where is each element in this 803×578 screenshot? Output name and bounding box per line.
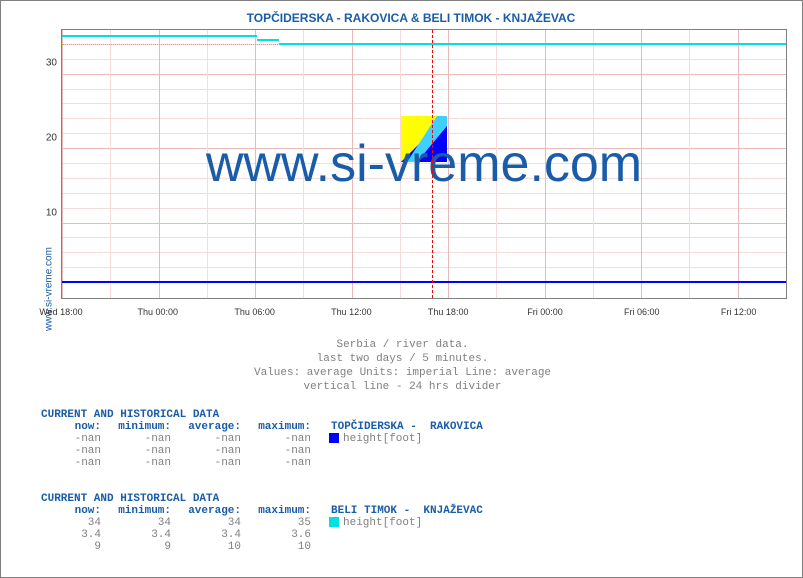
series-segment: [279, 43, 786, 45]
table-row: -nan-nan-nan-nan: [41, 457, 483, 469]
column-header: minimum:: [101, 505, 171, 517]
x-tick: Thu 00:00: [138, 307, 179, 317]
caption-line-3: Values: average Units: imperial Line: av…: [1, 367, 803, 379]
y-tick: 20: [31, 133, 57, 144]
column-header: average:: [171, 421, 241, 433]
legend-swatch: [329, 517, 339, 527]
data-block: CURRENT AND HISTORICAL DATAnow:minimum:a…: [41, 409, 483, 469]
cell: -nan: [171, 445, 241, 457]
column-header: average:: [171, 505, 241, 517]
data-block: CURRENT AND HISTORICAL DATAnow:minimum:a…: [41, 493, 483, 553]
cell: 10: [171, 541, 241, 553]
x-tick: Thu 18:00: [428, 307, 469, 317]
cell: 9: [101, 541, 171, 553]
chart-title: TOPČIDERSKA - RAKOVICA & BELI TIMOK - KN…: [31, 11, 791, 25]
data-heading: CURRENT AND HISTORICAL DATA: [41, 409, 483, 421]
table-row: -nan-nan-nan-nan: [41, 445, 483, 457]
caption-line-1: Serbia / river data.: [1, 339, 803, 351]
legend-label: height[foot]: [343, 517, 422, 529]
cell: -nan: [171, 457, 241, 469]
cell: 3.4: [101, 529, 171, 541]
y-tick: 30: [31, 58, 57, 69]
cell: -nan: [171, 433, 241, 445]
series-segment: [62, 281, 786, 283]
station-name: TOPČIDERSKA - RAKOVICA: [331, 421, 483, 433]
cell: 35: [241, 517, 311, 529]
series-segment: [257, 39, 279, 41]
cell: 10: [241, 541, 311, 553]
y-tick: 10: [31, 208, 57, 219]
x-tick: Thu 12:00: [331, 307, 372, 317]
cell: -nan: [241, 457, 311, 469]
legend-label: height[foot]: [343, 433, 422, 445]
series-segment: [62, 35, 257, 37]
caption-line-4: vertical line - 24 hrs divider: [1, 381, 803, 393]
cell: -nan: [241, 445, 311, 457]
cell: 3.4: [41, 529, 101, 541]
x-tick: Fri 00:00: [527, 307, 563, 317]
x-tick: Wed 18:00: [39, 307, 82, 317]
x-tick: Thu 06:00: [234, 307, 275, 317]
cell: 34: [41, 517, 101, 529]
column-header: maximum:: [241, 505, 311, 517]
x-tick: Fri 12:00: [721, 307, 757, 317]
cell: 34: [101, 517, 171, 529]
table-row: 34343435height[foot]: [41, 517, 483, 529]
column-header: minimum:: [101, 421, 171, 433]
cell: 9: [41, 541, 101, 553]
station-name: BELI TIMOK - KNJAŽEVAC: [331, 505, 483, 517]
cell: 34: [171, 517, 241, 529]
data-heading: CURRENT AND HISTORICAL DATA: [41, 493, 483, 505]
legend-swatch: [329, 433, 339, 443]
cell: -nan: [41, 457, 101, 469]
cell: -nan: [101, 433, 171, 445]
cell: -nan: [41, 433, 101, 445]
chart-box: www.si-vreme.com 10 20 30 Wed 18:00 Thu 00:…: [31, 29, 791, 319]
column-header: maximum:: [241, 421, 311, 433]
caption-line-2: last two days / 5 minutes.: [1, 353, 803, 365]
divider-line: [432, 30, 433, 298]
cell: 3.6: [241, 529, 311, 541]
table-row: 3.43.43.43.6: [41, 529, 483, 541]
chart: TOPČIDERSKA - RAKOVICA & BELI TIMOK - KN…: [31, 11, 791, 351]
cell: -nan: [101, 457, 171, 469]
x-tick: Fri 06:00: [624, 307, 660, 317]
plot-area: www.si-vreme.com: [61, 29, 787, 299]
column-header: now:: [41, 421, 101, 433]
cell: 3.4: [171, 529, 241, 541]
cell: -nan: [241, 433, 311, 445]
table-row: -nan-nan-nan-nanheight[foot]: [41, 433, 483, 445]
column-header: now:: [41, 505, 101, 517]
table-row: 991010: [41, 541, 483, 553]
series-layer: [62, 30, 786, 298]
cell: -nan: [41, 445, 101, 457]
cell: -nan: [101, 445, 171, 457]
